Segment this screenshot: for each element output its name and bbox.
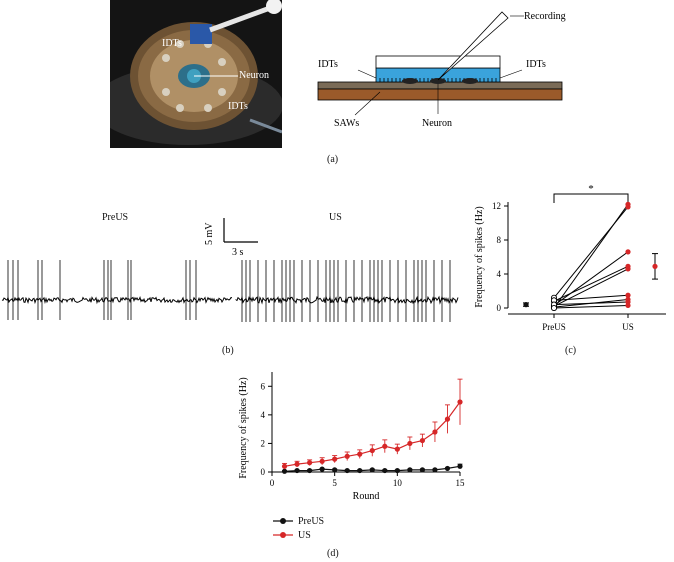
chart-c-ytick-label-12: 12 [492,201,501,211]
chart-d-point-preus-9 [394,467,400,474]
chart-d-point-us-12 [432,429,438,435]
spike-traces: 5 mV 3 s [1,218,459,322]
chart-d-point-preus-6 [357,467,363,474]
trace-label-preus: PreUS [102,212,129,223]
schematic-label-idts-left: IDTs [318,59,338,70]
chart-d-point-us-9 [394,446,400,452]
chart-c-ytick-label-0: 0 [497,303,502,313]
chart-c-significance: * [588,183,594,195]
chart-c-point-us-2 [625,249,631,255]
chart-d-point-us-14 [457,399,463,405]
chart-d-point-us-13 [444,416,451,422]
panel-c-label: (c) [565,345,577,356]
chart-d-xtick-label-0: 0 [270,478,275,488]
chart-c: 0 4 8 12 PreUS US Frequency of spikes (Hz) * [474,183,666,332]
chart-c-mean-point-0 [523,302,529,308]
chart-d: 0 2 4 6 0 5 10 15 Frequency of spikes (Hz) Roun… [238,372,466,502]
scale-label-voltage: 5 mV [204,222,215,245]
chart-d-point-preus-13 [444,465,451,472]
chart-d-point-preus-1 [294,467,300,474]
chart-d-ytick-label-4: 4 [261,410,266,420]
photo-label-neuron: Neuron [239,70,269,81]
chart-c-xtick-label-0: PreUS [542,322,566,332]
chart-d-xtick-label-5: 5 [332,478,337,488]
chart-d-point-us-2 [307,460,313,466]
panel-b-label: (b) [222,345,234,356]
chart-d-point-preus-4 [332,467,338,473]
chart-d-point-us-3 [319,458,325,464]
chart-d-xtick-label-10: 10 [393,478,403,488]
chart-c-ytick-label-8: 8 [497,235,502,245]
chart-d-ylabel: Frequency of spikes (Hz) [238,377,249,478]
chart-d-point-us-11 [419,437,425,444]
trace-label-us: US [329,212,342,223]
chart-d-point-us-1 [294,461,300,467]
trace-preus-baseline [1,296,233,305]
device-photo: IDTs Neuron IDTs [110,0,282,148]
trace-us [235,260,459,322]
legend-label-preus: PreUS [298,515,325,527]
chart-c-pair-line-5 [553,294,629,301]
chart-c-significance-bracket [553,193,629,203]
chart-c-xtick-label-1: US [622,322,634,332]
panel-a-label: (a) [327,154,339,165]
chart-c-mean-point-1 [652,263,658,269]
chart-c-pair-line-2 [553,251,629,306]
chart-d-xtick-label-15: 15 [456,478,466,488]
chart-c-pair-line-3 [553,265,629,302]
chart-c-pair-line-8 [553,304,629,309]
chart-d-point-us-7 [369,447,375,454]
chart-d-point-preus-2 [307,467,313,474]
chart-d-point-us-0 [281,463,288,469]
chart-c-pair-line-1 [553,206,629,299]
legend-label-us: US [298,529,311,541]
chart-c-point-preus-8 [550,304,558,312]
chart-d-point-preus-0 [281,468,288,474]
chart-d-point-preus-10 [407,467,413,473]
chart-d-point-us-5 [344,453,350,459]
legend-item-preus: PreUS [272,514,324,528]
device-photo-drawing [110,0,282,148]
chart-d-point-us-8 [382,443,388,449]
photo-label-idts-bottom: IDTs [228,101,248,112]
chart-d-point-preus-12 [432,467,438,473]
chart-d-xlabel: Round [353,491,380,502]
panel-d-label: (d) [327,548,339,559]
chart-d-point-preus-14 [457,463,463,469]
trace-us-baseline [235,295,459,305]
chart-c-point-us-5 [625,292,631,298]
schematic-label-neuron: Neuron [422,118,452,129]
schematic-label-saws: SAWs [334,118,359,129]
chart-c-point-us-8 [625,302,631,309]
legend-item-us: US [272,528,324,542]
chart-c-point-us-4 [625,266,631,272]
chart-d-point-preus-3 [319,466,325,472]
scale-label-time: 3 s [232,247,244,258]
chart-d-point-preus-5 [344,467,350,474]
trace-preus [1,260,233,320]
chart-d-point-preus-11 [419,467,425,473]
chart-d-legend: PreUS US [272,514,324,542]
chart-d-point-preus-8 [382,467,388,474]
chart-d-point-us-4 [332,456,338,462]
schematic-label-idts-right: IDTs [526,59,546,70]
chart-c-ytick-label-4: 4 [497,269,502,279]
chart-d-ytick-label-0: 0 [261,467,266,477]
legend-marker-preus [273,518,293,524]
chart-c-point-us-1 [625,204,631,210]
chart-c-pair-line-7 [553,301,629,306]
chart-c-ylabel: Frequency of spikes (Hz) [474,206,485,307]
chart-c-pair-line-4 [553,268,629,307]
chart-d-ytick-label-2: 2 [261,438,266,448]
saw-schematic: IDTs IDTs Recording SAWs Neuron [317,11,566,129]
chart-d-point-us-6 [357,451,363,457]
chart-d-ytick-label-6: 6 [261,381,266,391]
legend-marker-us [273,532,293,538]
schematic-label-recording: Recording [524,11,566,22]
photo-label-idts-top: IDTs [162,38,182,49]
chart-d-point-us-10 [407,440,413,447]
chart-d-point-preus-7 [369,467,375,473]
